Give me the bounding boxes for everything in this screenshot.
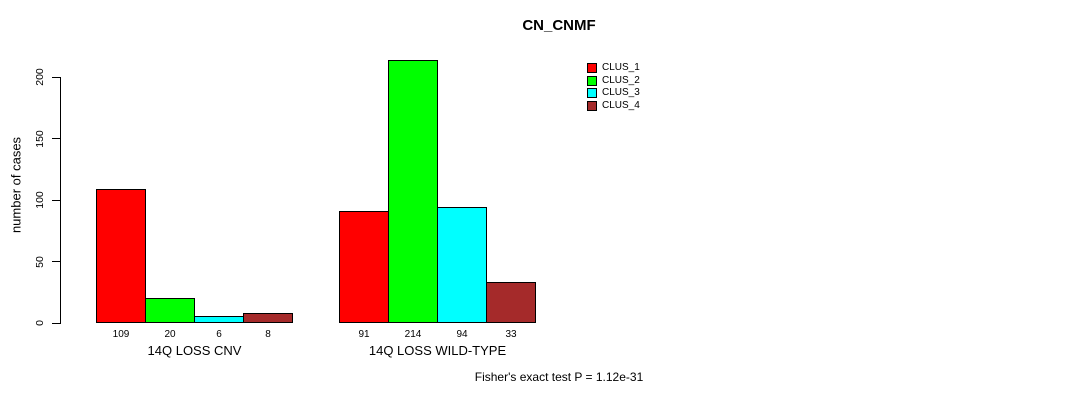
bar-clus_4-group2	[486, 282, 536, 323]
y-axis-label: number of cases	[8, 136, 24, 234]
y-axis-line	[60, 77, 61, 324]
bar-clus_1-group1	[96, 188, 146, 323]
y-tick-label: 150	[34, 129, 46, 148]
legend-swatch-icon	[587, 75, 597, 86]
legend-label: CLUS_3	[602, 87, 640, 98]
bar-clus_3-group2	[437, 207, 487, 323]
bar-clus_4-group1	[243, 313, 293, 323]
bar-value-label: 109	[112, 329, 130, 340]
y-tick-mark	[52, 76, 60, 78]
bar-clus_2-group1	[145, 298, 195, 323]
legend-item: CLUS_1	[587, 63, 640, 73]
group-label: 14Q LOSS WILD-TYPE	[368, 343, 507, 358]
bar-clus_3-group1	[194, 315, 244, 323]
group-label: 14Q LOSS CNV	[147, 343, 242, 358]
legend-swatch-icon	[587, 100, 597, 111]
bar-value-label: 94	[456, 329, 468, 340]
y-tick-label: 200	[34, 68, 46, 86]
legend-item: CLUS_4	[587, 99, 640, 111]
chart-title: CN_CNMF	[522, 17, 596, 34]
y-tick-mark	[52, 322, 60, 324]
legend-item: CLUS_2	[587, 74, 640, 86]
y-tick-mark	[52, 261, 60, 262]
bar-value-label: 91	[358, 329, 370, 340]
bar-clus_2-group2	[388, 59, 438, 323]
bar-value-label: 33	[505, 329, 517, 340]
legend: CLUS_1 CLUS_2 CLUS_3 CLUS_4	[587, 63, 640, 111]
bar-value-label: 8	[265, 329, 271, 340]
y-tick-label: 0	[34, 320, 46, 326]
legend-label: CLUS_1	[602, 62, 640, 73]
y-tick-mark	[52, 138, 60, 139]
bar-value-label: 214	[404, 329, 422, 340]
bar-value-label: 20	[164, 329, 176, 340]
fisher-test-annotation: Fisher's exact test P = 1.12e-31	[474, 370, 644, 384]
legend-label: CLUS_4	[602, 99, 640, 111]
y-tick-label: 100	[34, 191, 46, 209]
bar-clus_1-group2	[339, 211, 389, 323]
legend-item: CLUS_3	[587, 88, 640, 98]
legend-swatch-icon	[587, 63, 597, 73]
bar-value-label: 6	[216, 329, 222, 340]
legend-swatch-icon	[587, 88, 597, 98]
legend-label: CLUS_2	[602, 74, 640, 86]
y-tick-label: 50	[34, 255, 46, 268]
y-tick-mark	[52, 199, 60, 201]
